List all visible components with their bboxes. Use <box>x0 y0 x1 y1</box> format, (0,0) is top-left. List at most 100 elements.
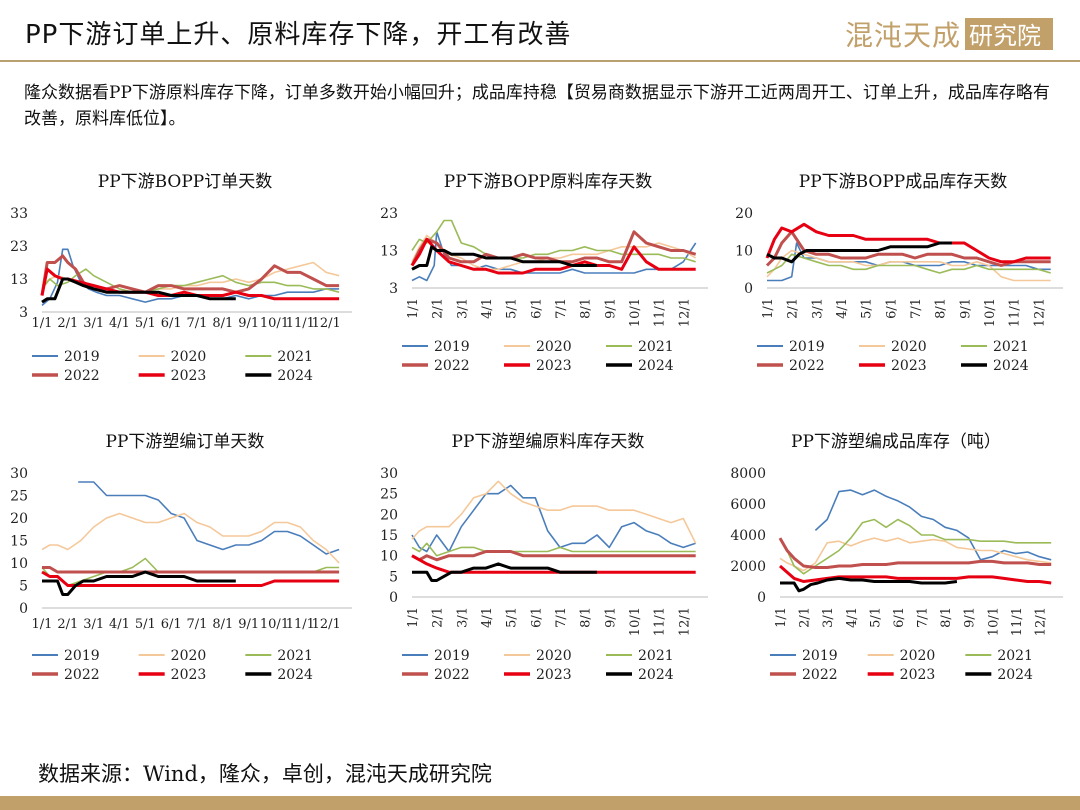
legend-label-2020: 2020 <box>536 339 572 355</box>
source-note: 数据来源：Wind，隆众，卓创，混沌天成研究院 <box>38 762 492 786</box>
x-tick-label: 1/1 <box>406 607 421 628</box>
chart-title: PP下游BOPP订单天数 <box>98 172 273 192</box>
y-tick-label: 5 <box>389 569 398 585</box>
series-line-2020 <box>766 249 1051 282</box>
x-tick-label: 8/1 <box>939 607 954 628</box>
legend-label-2020: 2020 <box>536 648 572 664</box>
x-tick-label: 7/1 <box>909 298 924 319</box>
x-tick-label: 5/1 <box>505 607 520 628</box>
y-tick-label: 0 <box>757 590 766 606</box>
series-line-2020 <box>411 480 697 544</box>
x-tick-label: 7/1 <box>187 617 208 632</box>
y-tick-label: 10 <box>10 556 28 572</box>
y-tick-label: 30 <box>380 466 398 482</box>
legend-label-2021: 2021 <box>997 648 1033 664</box>
y-tick-label: 15 <box>10 534 28 550</box>
series-line-2021 <box>779 518 1052 575</box>
x-tick-label: 4/1 <box>845 607 860 628</box>
legend-label-2020: 2020 <box>171 648 207 664</box>
x-tick-label: 3/1 <box>83 316 104 331</box>
chart-title: PP下游塑编成品库存（吨） <box>791 432 1001 452</box>
y-tick-label: 30 <box>10 466 28 482</box>
x-tick-label: 9/1 <box>958 298 973 319</box>
x-tick-label: 4/1 <box>480 607 495 628</box>
chart-title: PP下游BOPP成品库存天数 <box>799 172 1008 192</box>
x-tick-label: 4/1 <box>109 617 130 632</box>
series-line-2019 <box>78 481 340 555</box>
series-line-2019 <box>41 248 340 307</box>
x-tick-label: 6/1 <box>529 298 544 319</box>
x-tick-label: 11/1 <box>1010 607 1025 636</box>
series-line-2022 <box>778 537 1052 569</box>
x-tick-label: 5/1 <box>860 298 875 319</box>
y-tick-label: 5 <box>19 579 28 595</box>
x-tick-label: 8/1 <box>579 298 594 319</box>
y-tick-label: 0 <box>744 281 753 297</box>
x-tick-label: 2/1 <box>57 316 78 331</box>
legend-label-2019: 2019 <box>802 648 838 664</box>
x-tick-label: 3/1 <box>821 607 836 628</box>
series-line-2024 <box>780 576 958 593</box>
x-tick-label: 4/1 <box>109 316 130 331</box>
x-tick-label: 9/1 <box>238 316 259 331</box>
legend-label-2023: 2023 <box>171 368 207 384</box>
x-tick-label: 1/1 <box>32 617 53 632</box>
series-line-2021 <box>411 542 696 557</box>
x-tick-label: 12/1 <box>677 607 692 636</box>
legend-label-2022: 2022 <box>789 358 825 374</box>
x-tick-label: 9/1 <box>603 298 618 319</box>
y-tick-label: 23 <box>10 239 28 255</box>
legend-label-2021: 2021 <box>638 648 674 664</box>
x-tick-label: 8/1 <box>212 316 233 331</box>
x-tick-label: 10/1 <box>260 316 289 331</box>
y-tick-label: 6000 <box>730 497 766 513</box>
x-tick-label: 6/1 <box>529 607 544 628</box>
y-tick-label: 13 <box>380 244 398 260</box>
legend-label-2022: 2022 <box>434 667 470 683</box>
legend-label-2019: 2019 <box>64 349 100 365</box>
x-tick-label: 2/1 <box>786 298 801 319</box>
x-tick-label: 10/1 <box>260 617 289 632</box>
title-divider <box>0 60 1080 62</box>
y-tick-label: 25 <box>380 487 398 503</box>
legend-label-2019: 2019 <box>434 339 470 355</box>
x-tick-label: 10/1 <box>628 298 643 327</box>
series-line-2024 <box>42 570 236 596</box>
series-line-2023 <box>410 237 696 275</box>
x-tick-label: 6/1 <box>161 316 182 331</box>
legend-label-2022: 2022 <box>802 667 838 683</box>
x-tick-label: 9/1 <box>963 607 978 628</box>
x-tick-label: 7/1 <box>554 607 569 628</box>
legend-label-2023: 2023 <box>536 667 572 683</box>
x-tick-label: 11/1 <box>286 316 315 331</box>
y-tick-label: 3 <box>19 305 28 321</box>
y-tick-label: 10 <box>735 244 753 260</box>
y-tick-label: 4000 <box>730 528 766 544</box>
legend-label-2021: 2021 <box>638 339 674 355</box>
x-tick-label: 1/1 <box>761 298 776 319</box>
x-tick-label: 5/1 <box>135 617 156 632</box>
x-tick-label: 8/1 <box>212 617 233 632</box>
chart-2: PP下游BOPP原料库存天数 3 13 23 1/1 2/1 3/1 4/1 5/1 6/1 7/1… <box>380 172 708 374</box>
legend-label-2023: 2023 <box>900 667 936 683</box>
series-line-2022 <box>42 566 340 574</box>
series-line-2019 <box>411 231 697 282</box>
page-title: PP下游订单上升、原料库存下降，开工有改善 <box>25 20 572 50</box>
summary-text: 隆众数据看PP下游原料库存下降，订单多数开始小幅回升；成品库持稳【贸易商数据显示… <box>24 83 1050 129</box>
x-tick-label: 12/1 <box>677 298 692 327</box>
svg-text:混沌天成: 混沌天成 <box>845 19 961 52</box>
x-tick-label: 9/1 <box>603 607 618 628</box>
series-line-2024 <box>411 245 597 271</box>
x-tick-label: 8/1 <box>934 298 949 319</box>
x-tick-label: 10/1 <box>983 298 998 327</box>
series-line-2022 <box>40 254 340 296</box>
x-tick-label: 4/1 <box>835 298 850 319</box>
charts-area: PP下游BOPP订单天数 3 13 23 33 1/1 2/1 3/1 4/1 5/1 6/1 7/1… <box>10 172 1063 683</box>
x-tick-label: 7/1 <box>916 607 931 628</box>
legend-label-2024: 2024 <box>277 667 313 683</box>
legend-label-2021: 2021 <box>993 339 1029 355</box>
x-tick-label: 12/1 <box>312 617 341 632</box>
legend-label-2023: 2023 <box>536 358 572 374</box>
legend-label-2020: 2020 <box>900 648 936 664</box>
y-tick-label: 0 <box>389 590 398 606</box>
